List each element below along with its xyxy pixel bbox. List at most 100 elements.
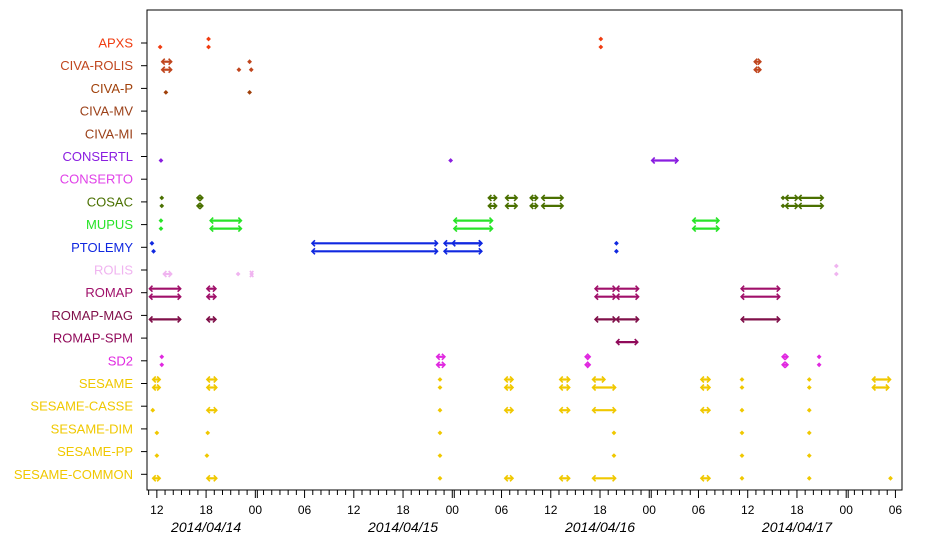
- interval-mark-civa-rolis-6: [753, 66, 762, 74]
- interval-end-romap-3: [212, 293, 218, 301]
- event-mark-mupus-0: [158, 218, 164, 223]
- interval-mark-cosac-14: [784, 194, 799, 202]
- event-mark-sd2-1: [159, 362, 165, 368]
- interval-start-sesame-common-1: [205, 474, 211, 482]
- interval-mark-cosac-16: [797, 194, 825, 202]
- event-mark-sesame-dim-0: [154, 430, 160, 436]
- interval-end-civa-rolis-1: [168, 66, 173, 74]
- x-tick-label-9: 18: [593, 503, 607, 517]
- interval-mark-romap-spm-0: [615, 338, 639, 346]
- interval-start-mupus-6: [691, 217, 697, 225]
- event-mark-sesame-pp-4: [739, 453, 745, 458]
- interval-end-sd2-4: [586, 353, 592, 361]
- interval-mark-sd2-5: [584, 361, 592, 369]
- interval-start-sesame-9: [558, 383, 564, 392]
- row-label-sesame-casse: SESAME-CASSE: [30, 399, 133, 414]
- interval-mark-mupus-7: [691, 225, 721, 233]
- interval-start-cosac-14: [784, 194, 790, 202]
- event-mark-apxs-4: [598, 44, 604, 50]
- row-label-conserto: CONSERTO: [60, 172, 133, 187]
- interval-mark-sesame-1: [151, 383, 162, 392]
- interval-end-romap-mag-3: [635, 315, 640, 323]
- event-mark-consertl-1: [448, 158, 454, 163]
- interval-start-rolis-2: [249, 270, 254, 278]
- interval-start-romap-5: [593, 293, 599, 301]
- row-label-romap-spm: ROMAP-SPM: [53, 331, 133, 346]
- interval-start-romap-1: [148, 293, 154, 301]
- interval-start-romap-6: [615, 285, 620, 293]
- interval-start-civa-rolis-5: [753, 58, 758, 66]
- row-label-civa-p: CIVA-P: [91, 81, 133, 96]
- row-label-civa-mi: CIVA-MI: [85, 126, 133, 141]
- interval-start-romap-mag-2: [593, 315, 599, 323]
- interval-start-romap-7: [615, 293, 620, 301]
- x-tick-label-5: 18: [396, 503, 410, 517]
- interval-mark-romap-mag-4: [740, 315, 781, 323]
- interval-end-sesame-common-1: [213, 474, 218, 482]
- interval-end-ptolemy-6: [478, 239, 483, 247]
- interval-start-cosac-11: [540, 202, 546, 210]
- event-mark-cosac-13: [780, 203, 786, 209]
- interval-end-cosac-9: [534, 202, 539, 210]
- event-mark-civa-rolis-2: [236, 67, 242, 73]
- interval-end-romap-spm-0: [634, 338, 639, 346]
- interval-mark-sesame-casse-6: [699, 406, 712, 414]
- interval-mark-sesame-7: [503, 383, 515, 392]
- interval-mark-sesame-0: [151, 375, 162, 384]
- event-mark-ptolemy-7: [614, 240, 619, 246]
- interval-start-sesame-common-0: [151, 474, 157, 482]
- interval-mark-cosac-6: [504, 194, 519, 202]
- interval-start-sd2-2: [435, 353, 441, 361]
- interval-start-mupus-2: [209, 217, 214, 225]
- interval-mark-romap-4: [593, 285, 617, 293]
- interval-start-cosac-4: [487, 194, 492, 202]
- interval-start-sesame-10: [591, 375, 597, 384]
- event-mark-sesame-casse-7: [739, 407, 745, 413]
- interval-end-mupus-5: [488, 225, 494, 233]
- interval-mark-romap-2: [205, 285, 218, 293]
- event-mark-sd2-8: [816, 354, 822, 360]
- interval-mark-cosac-11: [540, 202, 565, 210]
- interval-end-cosac-16: [819, 194, 825, 202]
- interval-end-mupus-4: [488, 217, 494, 225]
- x-date-label-1: 2014/04/15: [367, 519, 438, 535]
- interval-mark-sd2-4: [584, 353, 592, 361]
- interval-mark-rolis-2: [249, 270, 254, 278]
- row-label-ptolemy: PTOLEMY: [71, 240, 133, 255]
- interval-end-sd2-3: [441, 361, 447, 369]
- event-mark-sesame-4: [437, 377, 443, 382]
- event-mark-sesame-common-8: [806, 475, 812, 481]
- interval-start-romap-0: [148, 285, 154, 293]
- interval-start-civa-rolis-0: [160, 58, 166, 66]
- interval-mark-romap-3: [205, 293, 218, 301]
- interval-start-sesame-7: [503, 383, 509, 392]
- interval-mark-cosac-9: [529, 202, 539, 210]
- event-mark-sesame-pp-2: [437, 453, 443, 458]
- event-mark-apxs-1: [206, 36, 211, 42]
- interval-start-sesame-common-5: [591, 474, 597, 482]
- interval-start-sesame-casse-6: [699, 406, 705, 414]
- interval-start-romap-8: [740, 285, 745, 293]
- interval-end-sesame-common-4: [566, 474, 571, 482]
- event-mark-sesame-dim-5: [806, 430, 812, 436]
- interval-mark-sesame-18: [871, 375, 892, 384]
- interval-start-sesame-3: [205, 383, 211, 392]
- x-tick-label-2: 00: [249, 503, 263, 517]
- interval-end-rolis-2: [249, 270, 254, 278]
- event-mark-sesame-pp-3: [611, 453, 617, 458]
- interval-start-ptolemy-3: [310, 247, 316, 255]
- interval-mark-sesame-11: [591, 383, 617, 392]
- interval-start-romap-2: [205, 285, 211, 293]
- event-mark-apxs-0: [157, 44, 163, 50]
- interval-end-sesame-casse-1: [213, 406, 218, 414]
- interval-end-romap-0: [177, 285, 182, 293]
- row-label-apxs: APXS: [98, 36, 133, 51]
- interval-end-rolis-0: [168, 270, 173, 278]
- interval-mark-sesame-19: [871, 383, 891, 392]
- interval-mark-sd2-3: [435, 361, 447, 369]
- x-tick-label-10: 00: [643, 503, 657, 517]
- interval-mark-mupus-4: [452, 217, 494, 225]
- interval-mark-romap-mag-2: [593, 315, 617, 323]
- interval-mark-sesame-common-1: [205, 474, 218, 482]
